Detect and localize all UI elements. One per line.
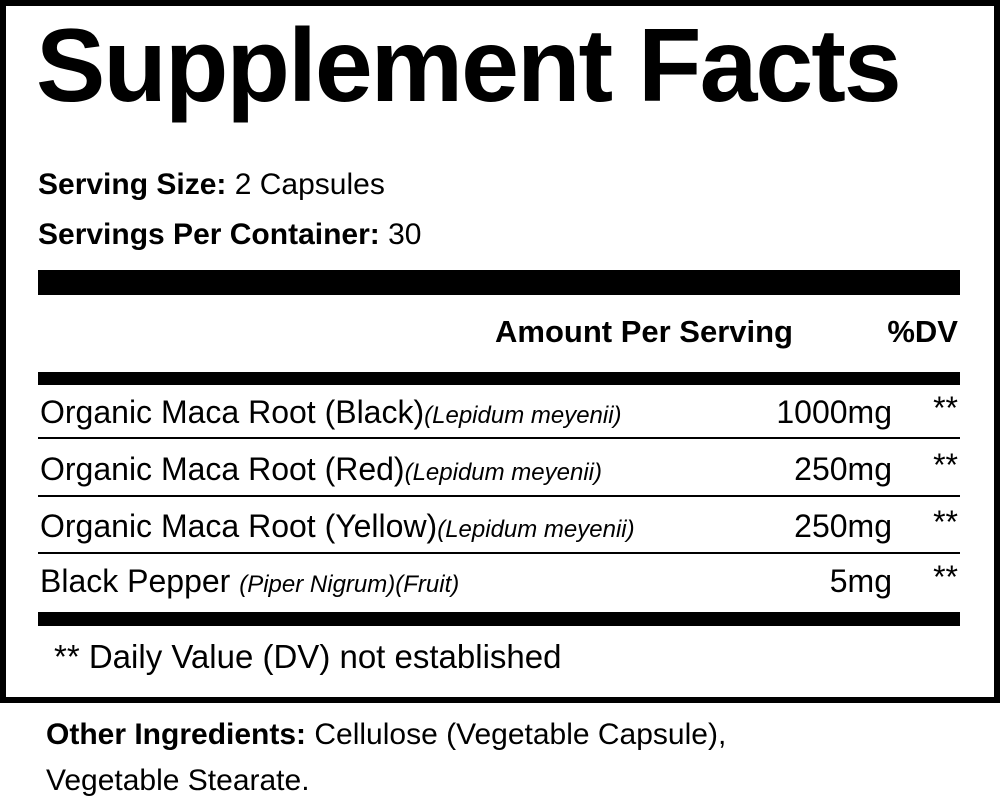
ingredient-name: Black Pepper (Piper Nigrum)(Fruit)	[40, 563, 460, 599]
ingredient-dv: **	[933, 447, 958, 483]
header-divider	[38, 372, 960, 385]
serving-size-value: 2 Capsules	[234, 168, 385, 201]
serving-size: Serving Size: 2 Capsules	[38, 170, 385, 200]
ingredient-latin: (Piper Nigrum)(Fruit)	[239, 571, 460, 598]
ingredient-dv: **	[933, 504, 958, 540]
ingredient-row: Black Pepper (Piper Nigrum)(Fruit) 5mg *…	[38, 559, 960, 599]
row-divider	[38, 495, 960, 497]
ingredient-amount: 250mg	[794, 451, 892, 487]
other-ingredients-line1: Cellulose (Vegetable Capsule),	[306, 718, 727, 751]
amount-per-serving-header: Amount Per Serving	[495, 314, 793, 349]
other-ingredients-label: Other Ingredients:	[46, 718, 307, 751]
ingredient-amount: 250mg	[794, 508, 892, 544]
ingredient-latin: (Lepidum meyenii)	[437, 516, 635, 543]
ingredient-dv: **	[933, 559, 958, 595]
bottom-divider	[38, 612, 960, 626]
ingredient-row: Organic Maca Root (Black)(Lepidum meyeni…	[38, 390, 960, 430]
servings-per-container: Servings Per Container: 30	[38, 220, 421, 250]
ingredient-row: Organic Maca Root (Yellow)(Lepidum meyen…	[38, 504, 960, 544]
row-divider	[38, 437, 960, 439]
ingredient-name: Organic Maca Root (Red)(Lepidum meyenii)	[40, 451, 602, 487]
ingredient-name: Organic Maca Root (Black)(Lepidum meyeni…	[40, 394, 622, 430]
ingredient-amount: 5mg	[829, 563, 892, 599]
other-ingredients-line2: Vegetable Stearate.	[46, 764, 310, 797]
ingredient-amount: 1000mg	[776, 394, 892, 430]
thick-divider	[38, 270, 960, 295]
ingredient-name: Organic Maca Root (Yellow)(Lepidum meyen…	[40, 508, 635, 544]
dv-header: %DV	[887, 314, 958, 349]
ingredient-dv: **	[933, 390, 958, 426]
serving-size-label: Serving Size:	[38, 168, 227, 201]
ingredient-latin: (Lepidum meyenii)	[424, 402, 622, 429]
dv-footnote: ** Daily Value (DV) not established	[54, 638, 562, 675]
supplement-facts-panel	[0, 0, 1000, 703]
row-divider	[38, 552, 960, 554]
servings-per-container-value: 30	[388, 218, 422, 251]
ingredient-row: Organic Maca Root (Red)(Lepidum meyenii)…	[38, 447, 960, 487]
servings-per-container-label: Servings Per Container:	[38, 218, 380, 251]
panel-title: Supplement Facts	[36, 8, 902, 124]
other-ingredients: Other Ingredients: Cellulose (Vegetable …	[46, 720, 726, 750]
ingredient-latin: (Lepidum meyenii)	[404, 459, 602, 486]
